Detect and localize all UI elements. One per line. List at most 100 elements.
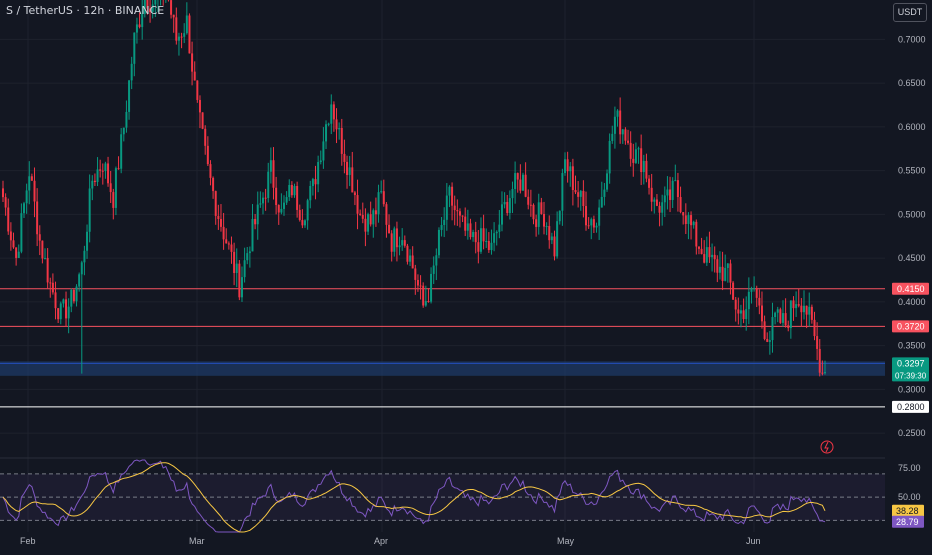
- candle-body: [414, 268, 416, 279]
- candle-body: [65, 299, 67, 318]
- candle-body: [375, 210, 377, 214]
- candle-body: [569, 166, 571, 171]
- candle-body: [91, 181, 93, 189]
- candle-body: [511, 189, 513, 198]
- candle-body: [485, 241, 487, 242]
- candle-body: [44, 258, 46, 259]
- candle-body: [191, 53, 193, 71]
- candle-body: [320, 161, 322, 163]
- candle-body: [228, 243, 230, 244]
- candle-body: [771, 317, 773, 340]
- candle-body: [230, 244, 232, 251]
- candle-body: [383, 191, 385, 204]
- candle-body: [83, 251, 85, 263]
- rsi-tick-label: 50.00: [898, 492, 921, 502]
- candle-body: [136, 24, 138, 32]
- candle-body: [661, 202, 663, 212]
- candle-body: [304, 220, 306, 225]
- candle-body: [212, 178, 214, 191]
- candle-body: [522, 175, 524, 191]
- countdown-tag: 07:39:30: [895, 371, 927, 380]
- candle-body: [464, 217, 466, 231]
- candle-body: [714, 255, 716, 259]
- candle-body: [76, 286, 78, 301]
- candle-body: [107, 163, 109, 183]
- candle-body: [824, 372, 826, 373]
- candle-body: [483, 228, 485, 241]
- candle-body: [170, 0, 172, 15]
- candle-body: [806, 306, 808, 315]
- candle-body: [94, 181, 96, 182]
- candle-body: [441, 225, 443, 230]
- candle-body: [39, 234, 41, 240]
- candle-body: [535, 219, 537, 227]
- candle-body: [73, 290, 75, 301]
- candle-body: [645, 161, 647, 179]
- candle-body: [808, 307, 810, 315]
- lightning-icon[interactable]: [821, 441, 833, 453]
- candle-body: [194, 72, 196, 81]
- candle-body: [701, 249, 703, 254]
- candle-body: [779, 309, 781, 323]
- candle-body: [554, 236, 556, 256]
- time-tick-label: May: [557, 536, 575, 546]
- candle-body: [617, 111, 619, 117]
- candle-body: [651, 188, 653, 202]
- candle-body: [272, 160, 274, 188]
- candle-body: [420, 286, 422, 287]
- candle-body: [401, 240, 403, 245]
- candle-body: [330, 104, 332, 123]
- candle-body: [364, 219, 366, 232]
- candle-body: [813, 320, 815, 336]
- candle-body: [391, 233, 393, 251]
- candle-body: [493, 233, 495, 243]
- candle-body: [556, 221, 558, 256]
- currency-badge[interactable]: USDT: [893, 3, 927, 22]
- rsi-value-tag: 38.28: [896, 506, 919, 516]
- candle-body: [501, 204, 503, 224]
- candle-body: [532, 205, 534, 219]
- candle-body: [173, 15, 175, 18]
- candle-body: [396, 228, 398, 247]
- candle-body: [609, 141, 611, 173]
- candle-body: [257, 205, 259, 225]
- candle-body: [727, 264, 729, 268]
- candle-body: [456, 210, 458, 211]
- candle-body: [766, 339, 768, 342]
- candle-body: [506, 202, 508, 213]
- candle-body: [315, 179, 317, 184]
- price-tick-label: 0.2500: [898, 428, 926, 438]
- candle-body: [724, 268, 726, 281]
- candle-body: [548, 226, 550, 240]
- candle-body: [690, 215, 692, 225]
- candle-body: [622, 129, 624, 134]
- candle-body: [504, 202, 506, 204]
- candle-body: [86, 232, 88, 251]
- candle-body: [469, 223, 471, 237]
- candle-body: [756, 288, 758, 298]
- candle-body: [480, 228, 482, 252]
- candle-body: [798, 304, 800, 306]
- candle-body: [36, 201, 38, 234]
- candle-body: [514, 173, 516, 189]
- candle-body: [412, 255, 414, 268]
- level-tag-label: 0.2800: [897, 402, 925, 412]
- candle-body: [648, 179, 650, 188]
- candle-body: [580, 191, 582, 197]
- price-tick-label: 0.5500: [898, 166, 926, 176]
- candle-body: [819, 349, 821, 373]
- symbol-title[interactable]: S / TetherUS · 12h · BINANCE: [6, 4, 164, 17]
- candle-body: [745, 309, 747, 319]
- candle-body: [680, 197, 682, 212]
- candle-body: [351, 167, 353, 192]
- price-tick-label: 0.4000: [898, 297, 926, 307]
- candle-body: [596, 226, 598, 228]
- candle-body: [527, 197, 529, 205]
- candle-body: [585, 206, 587, 225]
- candle-body: [220, 219, 222, 227]
- candle-body: [178, 37, 180, 41]
- rsi-tick-label: 75.00: [898, 463, 921, 473]
